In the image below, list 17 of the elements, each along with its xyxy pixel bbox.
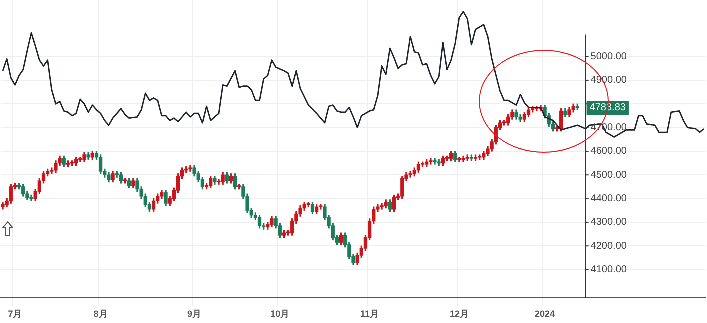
- x-tick-label: 7月: [8, 309, 22, 320]
- y-tick-label: 4400.00: [590, 194, 628, 205]
- y-tick-label: 4500.00: [590, 170, 628, 181]
- x-tick-label: 12月: [450, 309, 469, 320]
- y-tick-label: 4600.00: [590, 146, 628, 158]
- candlestick: [380, 203, 384, 210]
- y-tick-label: 5000.00: [590, 52, 628, 63]
- candlestick: [433, 158, 437, 165]
- y-tick-label: 4300.00: [590, 217, 628, 228]
- x-tick-label: 2024: [535, 309, 556, 320]
- candlestick: [429, 158, 433, 165]
- x-tick-label: 10月: [270, 309, 290, 320]
- y-tick-label: 4200.00: [590, 240, 628, 252]
- x-tick-label: 11月: [360, 309, 380, 320]
- y-tick-label: 4100.00: [590, 264, 628, 276]
- x-tick-label: 8月: [94, 309, 108, 320]
- x-tick-label: 9月: [188, 309, 202, 320]
